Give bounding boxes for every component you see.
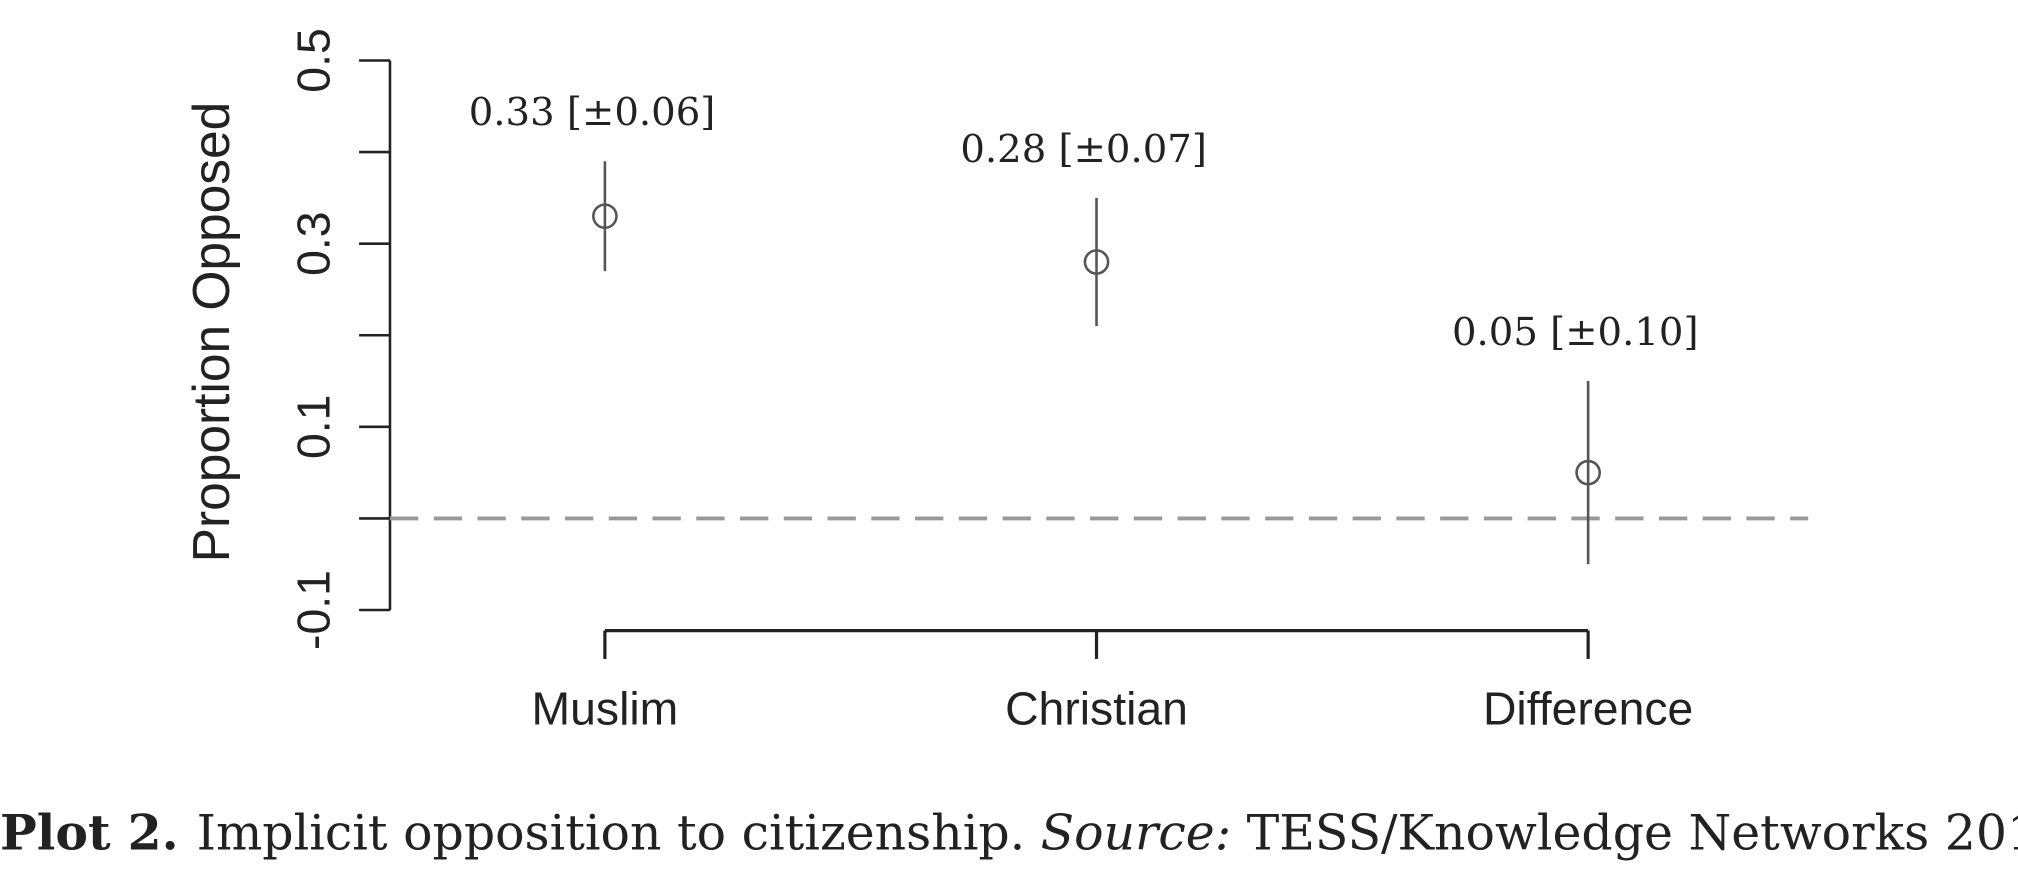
point: [592, 203, 618, 230]
y-tick-label: 0.3: [287, 211, 339, 275]
data-label: 0.33 [±0.06]: [469, 90, 716, 135]
caption-source-label: Source:: [1041, 804, 1232, 861]
y-tick-label: -0.1: [287, 570, 339, 650]
x-tick-label: Difference: [1483, 683, 1693, 735]
y-tick-label: 0.1: [287, 395, 339, 459]
data-label: 0.05 [±0.10]: [1452, 310, 1699, 355]
point: [1083, 249, 1110, 275]
data-label: 0.28 [±0.07]: [960, 127, 1207, 172]
y-axis-title: Proportion Opposed: [182, 102, 240, 563]
caption: Plot 2. Implicit opposition to citizenshi…: [0, 803, 2018, 861]
x-tick-label: Muslim: [532, 683, 679, 735]
caption-source: TESS/Knowledge Networks 2010.: [1247, 804, 2018, 861]
y-tick-label: 0.5: [287, 28, 339, 92]
caption-label: Plot 2.: [0, 803, 179, 861]
caption-text: Implicit opposition to citizenship.: [197, 804, 1026, 861]
x-tick-label: Christian: [1005, 683, 1188, 735]
point: [1575, 459, 1601, 486]
